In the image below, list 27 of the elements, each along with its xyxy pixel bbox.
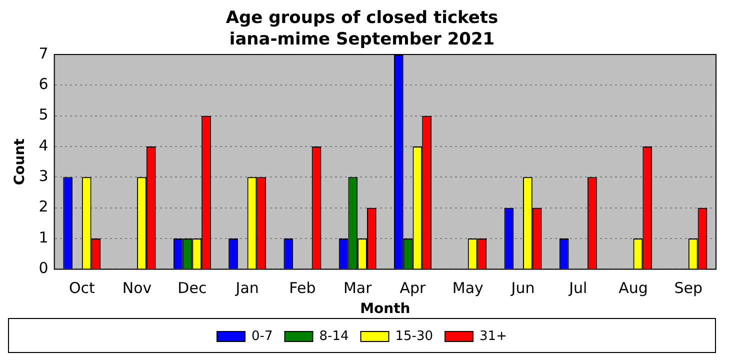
y-tick-label: 3	[38, 167, 48, 186]
x-tick-label: Jun	[510, 279, 535, 298]
x-tick-label: Oct	[68, 279, 95, 298]
y-tick-label: 6	[38, 75, 48, 94]
x-tick-label: Jul	[568, 279, 588, 298]
y-tick-label: 7	[38, 44, 48, 62]
x-tick-label: Feb	[289, 279, 316, 298]
legend-label: 0-7	[252, 328, 273, 344]
legend-label: 8-14	[319, 328, 349, 344]
y-tick-label: 1	[38, 228, 48, 246]
y-axis-title: Count	[12, 138, 28, 186]
y-tick-label: 5	[38, 106, 48, 124]
x-tick-label: Nov	[122, 279, 152, 298]
x-tick-label: Dec	[178, 279, 207, 298]
x-tick-label: Jan	[234, 279, 259, 298]
x-tick-label: Mar	[343, 279, 373, 298]
y-tick-label: 2	[38, 198, 48, 216]
y-tick-label: 0	[38, 259, 48, 278]
x-tick-label: May	[452, 279, 484, 298]
x-axis-title: Month	[360, 301, 410, 318]
legend-label: 31+	[480, 328, 507, 344]
x-tick-label: Apr	[400, 279, 427, 298]
legend-label: 15-30	[395, 328, 434, 344]
y-tick-label: 4	[38, 136, 48, 154]
x-tick-label: Aug	[618, 279, 648, 298]
x-tick-label: Sep	[674, 279, 703, 298]
chart-title: Age groups of closed tickets iana-mime September 2021	[226, 8, 498, 50]
